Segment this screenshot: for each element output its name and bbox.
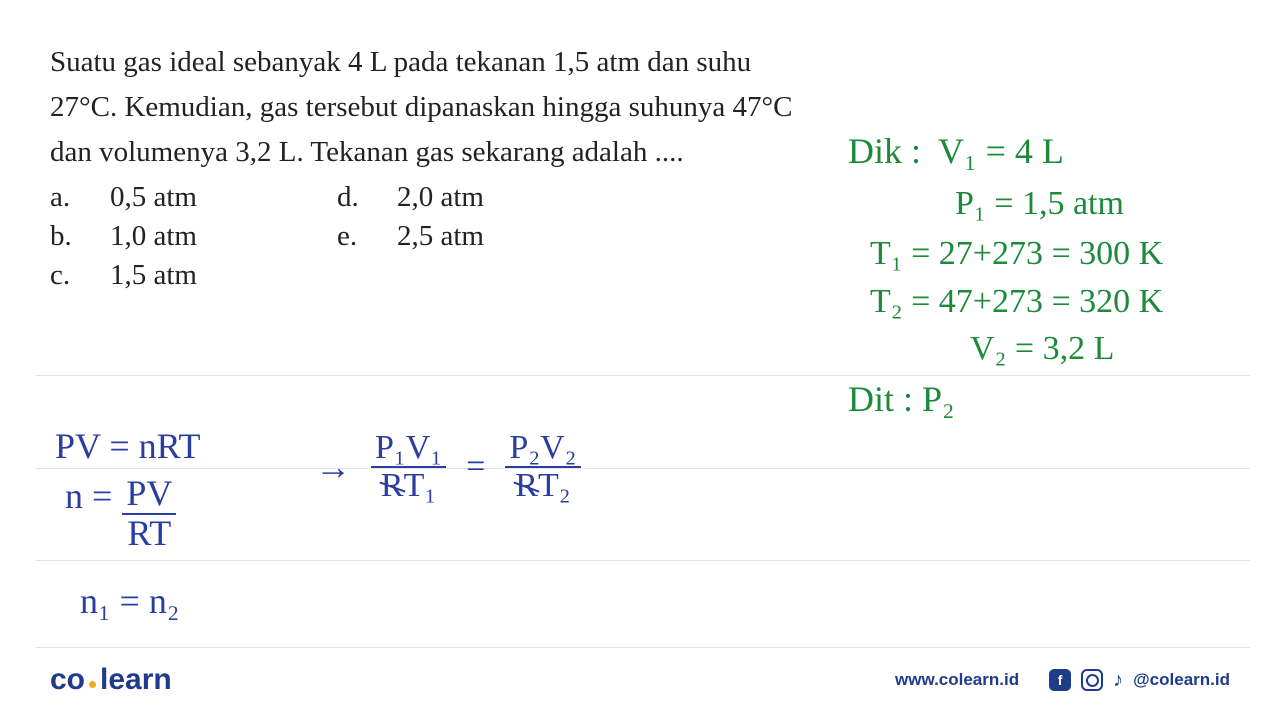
frac-num: PV (122, 475, 176, 515)
eq-pvnrt: PV = nRT (55, 425, 201, 467)
footer: co learn www.colearn.id f ♪ @colearn.id (0, 650, 1280, 720)
option-letter: a. (50, 181, 80, 214)
dik-label: Dik : V₁ = 4 L (848, 130, 1064, 172)
frac-den: RT (123, 515, 175, 553)
tiktok-icon: ♪ (1113, 669, 1123, 692)
option-letter: d. (337, 181, 367, 214)
eq-n-frac: n = PV RT (65, 475, 176, 553)
option-letter: e. (337, 220, 367, 253)
v2-text: V₂ = 3,2 L (970, 330, 1114, 368)
option-text: 1,5 atm (110, 259, 197, 292)
footer-url: www.colearn.id (895, 670, 1019, 690)
social-handle: @colearn.id (1133, 670, 1230, 690)
arrow-icon: → (315, 446, 351, 488)
option-text: 1,0 atm (110, 220, 197, 253)
option-e: e. 2,5 atm (337, 220, 484, 253)
eq-n1n2: n₁ = n₂ (80, 580, 179, 622)
option-text: 2,0 atm (397, 181, 484, 214)
dit-text: Dit : P₂ (848, 378, 955, 420)
logo-learn: learn (100, 663, 172, 697)
eq-combined-gas: → P₁V₁ RT₁ = P₂V₂ RT₂ (315, 430, 581, 503)
facebook-icon: f (1049, 669, 1071, 691)
frac-right: P₂V₂ RT₂ (505, 430, 580, 503)
option-text: 2,5 atm (397, 220, 484, 253)
frac1-num: P₁V₁ (371, 430, 446, 468)
v1-text: V₁ = 4 L (938, 131, 1064, 171)
frac2-num: P₂V₂ (505, 430, 580, 468)
options-left: a. 0,5 atm b. 1,0 atm c. 1,5 atm (50, 181, 197, 292)
question-text: Suatu gas ideal sebanyak 4 L pada tekana… (50, 40, 820, 175)
t1-text: T₁ = 27+273 = 300 K (870, 235, 1163, 273)
colearn-logo: co learn (50, 663, 172, 697)
footer-right: www.colearn.id f ♪ @colearn.id (895, 669, 1230, 692)
equals-sign: = (466, 448, 485, 486)
social-icons: f ♪ @colearn.id (1049, 669, 1230, 692)
option-c: c. 1,5 atm (50, 259, 197, 292)
option-d: d. 2,0 atm (337, 181, 484, 214)
frac1-den: RT₁ (377, 468, 440, 504)
option-letter: c. (50, 259, 80, 292)
n-equals: n = (65, 475, 112, 517)
option-letter: b. (50, 220, 80, 253)
option-text: 0,5 atm (110, 181, 197, 214)
dik-text: Dik : (848, 131, 921, 171)
option-a: a. 0,5 atm (50, 181, 197, 214)
t2-text: T₂ = 47+273 = 320 K (870, 283, 1163, 321)
frac-pv-rt: PV RT (122, 475, 176, 553)
options-right: d. 2,0 atm e. 2,5 atm (337, 181, 484, 292)
instagram-icon (1081, 669, 1103, 691)
frac2-den: RT₂ (511, 468, 574, 504)
p1-text: P₁ = 1,5 atm (955, 185, 1124, 223)
option-b: b. 1,0 atm (50, 220, 197, 253)
logo-dot-icon (89, 681, 96, 688)
logo-co: co (50, 663, 85, 697)
frac-left: P₁V₁ RT₁ (371, 430, 446, 503)
